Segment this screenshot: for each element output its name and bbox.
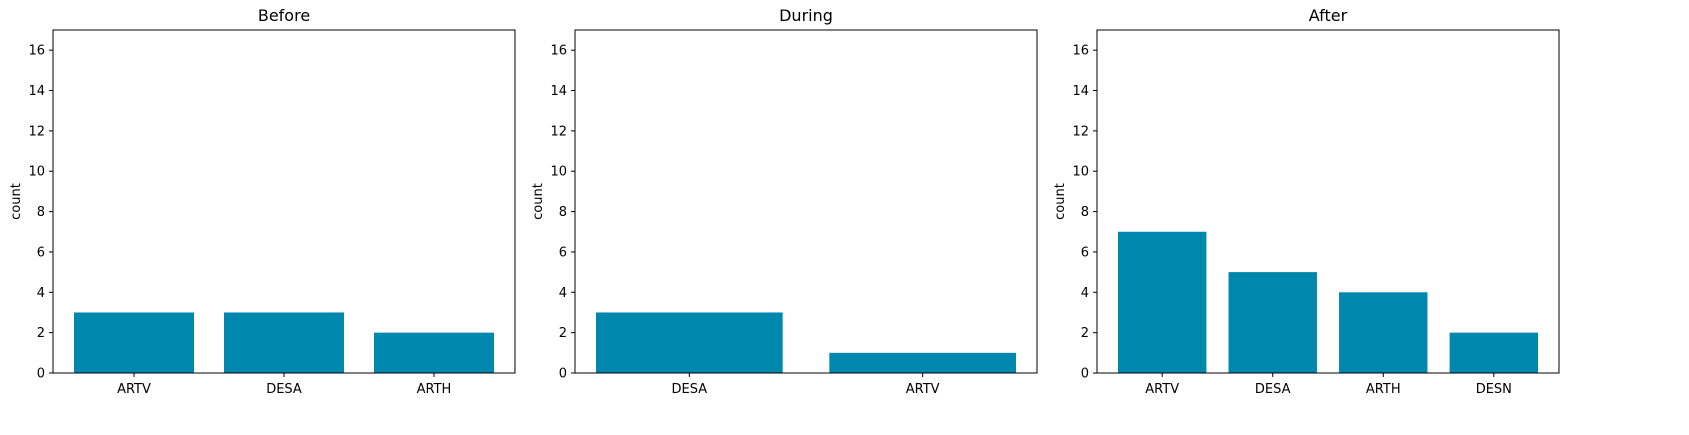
y-tick-label: 10 (28, 165, 45, 180)
y-tick-label: 14 (28, 84, 45, 99)
subplots: 0 2 4 6 8 10 12 14 16 ARTV DESA ARTH Before count 0 2 4 6… (9, 6, 1560, 397)
x-tick-label: ARTH (1366, 382, 1401, 397)
bar-artv (74, 312, 194, 373)
bar-desa (224, 312, 344, 373)
y-tick-label: 8 (559, 205, 567, 220)
y-tick-label: 2 (1081, 326, 1089, 341)
subplot-during: 0 2 4 6 8 10 12 14 16 DESA ARTV During count (531, 6, 1038, 397)
y-tick-label: 4 (559, 286, 567, 301)
y-tick-label: 0 (1081, 367, 1089, 382)
x-tick-label: ARTH (417, 382, 452, 397)
chart-title: Before (258, 6, 310, 25)
y-tick-label: 6 (559, 245, 567, 260)
x-tick-label: ARTV (1145, 382, 1179, 397)
y-tick-label: 12 (550, 124, 567, 139)
bar-artv (1118, 231, 1207, 373)
bar-desa (596, 312, 783, 373)
y-axis-label: count (9, 183, 24, 220)
y-tick-label: 0 (559, 367, 567, 382)
y-axis-label: count (1053, 183, 1068, 220)
bar-arth (1339, 292, 1428, 373)
chart-title: During (779, 6, 833, 25)
y-tick-label: 10 (1072, 165, 1089, 180)
x-tick-label: ARTV (906, 382, 940, 397)
y-tick-label: 0 (37, 367, 45, 382)
x-tick-label: DESA (672, 382, 708, 397)
y-tick-label: 16 (28, 44, 45, 59)
bar-desa (1228, 272, 1317, 373)
y-tick-label: 2 (37, 326, 45, 341)
chart-title: After (1309, 6, 1348, 25)
axes-frame (574, 29, 1038, 374)
y-tick-label: 4 (1081, 286, 1089, 301)
y-tick-label: 14 (1072, 84, 1089, 99)
y-tick-label: 8 (37, 205, 45, 220)
bar-arth (374, 332, 494, 373)
y-tick-label: 16 (1072, 44, 1089, 59)
x-tick-label: DESN (1476, 382, 1512, 397)
y-tick-label: 2 (559, 326, 567, 341)
y-tick-label: 8 (1081, 205, 1089, 220)
y-tick-label: 10 (550, 165, 567, 180)
y-tick-label: 4 (37, 286, 45, 301)
bar-artv (829, 352, 1016, 373)
bar-desn (1449, 332, 1538, 373)
y-tick-label: 6 (1081, 245, 1089, 260)
axes-frame (1096, 29, 1560, 374)
subplot-after: 0 2 4 6 8 10 12 14 16 ARTV DESA ARTH DESN After count (1053, 6, 1560, 397)
subplot-before: 0 2 4 6 8 10 12 14 16 ARTV DESA ARTH Before count (9, 6, 516, 397)
y-tick-label: 6 (37, 245, 45, 260)
x-tick-label: ARTV (117, 382, 151, 397)
y-tick-label: 12 (28, 124, 45, 139)
y-tick-label: 16 (550, 44, 567, 59)
y-axis-label: count (531, 183, 546, 220)
x-tick-label: DESA (1255, 382, 1291, 397)
y-tick-label: 12 (1072, 124, 1089, 139)
y-tick-label: 14 (550, 84, 567, 99)
x-tick-label: DESA (266, 382, 302, 397)
